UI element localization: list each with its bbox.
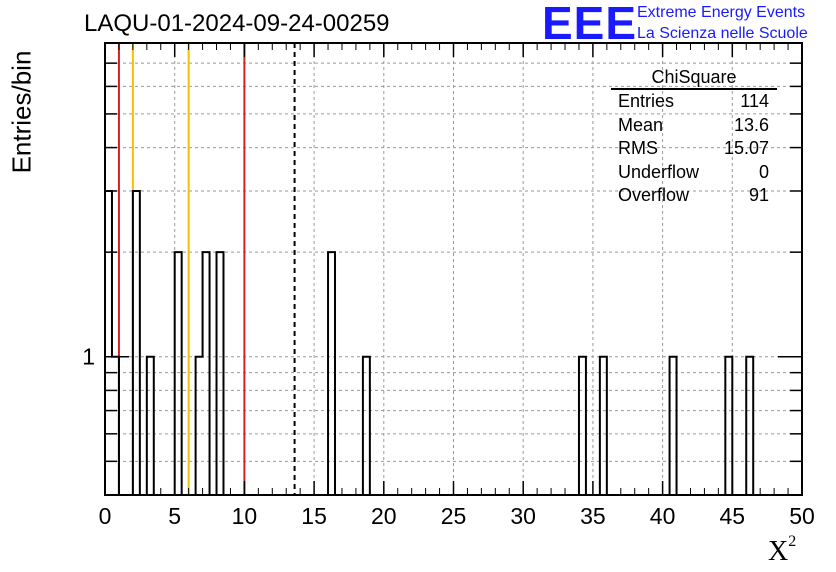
stats-row: Entries 114 (611, 90, 777, 114)
x-tick-label: 5 (168, 503, 181, 529)
x-tick-label: 35 (580, 503, 606, 529)
stats-label: Overflow (618, 185, 690, 205)
x-tick-label: 50 (789, 503, 815, 529)
grid-lines (105, 42, 802, 496)
histogram-bar (579, 357, 586, 495)
stats-title: ChiSquare (611, 66, 777, 90)
stats-value: 114 (740, 91, 769, 111)
x-tick-label: 45 (720, 503, 746, 529)
stats-label: Entries (618, 91, 675, 111)
tick-labels: 0 5 10 15 20 25 30 35 40 45 50 1 (82, 344, 815, 529)
histogram-bar (203, 252, 210, 495)
x-tick-label: 0 (99, 503, 112, 529)
stats-label: Mean (618, 114, 664, 135)
logo-line-2: La Scienza nelle Scuole (637, 25, 808, 42)
x-tick-label: 25 (441, 503, 467, 529)
x-axis-label-exponent: 2 (788, 532, 797, 550)
x-tick-label: 10 (232, 503, 258, 529)
stats-label: RMS (618, 138, 658, 158)
histogram-bar (196, 357, 203, 495)
histogram-bar (746, 357, 753, 495)
y-axis-label: Entries/bin (6, 50, 37, 174)
histogram-bar (670, 357, 677, 495)
x-tick-label: 30 (510, 503, 536, 529)
chart-title: LAQU-01-2024-09-24-00259 (84, 10, 390, 37)
histogram-bar (600, 357, 607, 495)
histogram-bar (217, 252, 224, 495)
stats-value: 13.6 (733, 114, 769, 135)
histogram-bar (175, 252, 182, 495)
stats-row: Mean 13.6 (611, 114, 777, 138)
reference-lines (117, 43, 296, 495)
stats-box: ChiSquare Entries 114 Mean 13.6 RMS 15.0… (611, 66, 777, 208)
axis-ticks (104, 42, 803, 496)
y-tick-label: 1 (82, 344, 95, 370)
histogram-bar (363, 357, 370, 495)
stats-row: Overflow 91 (611, 184, 777, 208)
histogram-bar (112, 357, 119, 495)
histogram-bar (133, 191, 140, 495)
stats-value: 15.07 (723, 138, 769, 158)
histogram-bar (105, 191, 112, 495)
eee-logo: EEE (542, 0, 638, 49)
histogram-bar (147, 357, 154, 495)
stats-value: 91 (748, 185, 769, 205)
x-tick-label: 15 (301, 503, 327, 529)
x-tick-label: 40 (650, 503, 676, 529)
stats-row: Underflow 0 (611, 161, 777, 185)
stats-value: 0 (758, 161, 769, 182)
stats-row: RMS 15.07 (611, 137, 777, 161)
histogram-bar (725, 357, 732, 495)
stats-label: Underflow (618, 161, 700, 182)
histogram-bar (328, 252, 335, 495)
x-axis-label: X2 (768, 532, 797, 568)
x-axis-label-base: X (768, 536, 789, 567)
x-tick-label: 20 (371, 503, 397, 529)
logo-line-1: Extreme Energy Events (637, 4, 806, 21)
